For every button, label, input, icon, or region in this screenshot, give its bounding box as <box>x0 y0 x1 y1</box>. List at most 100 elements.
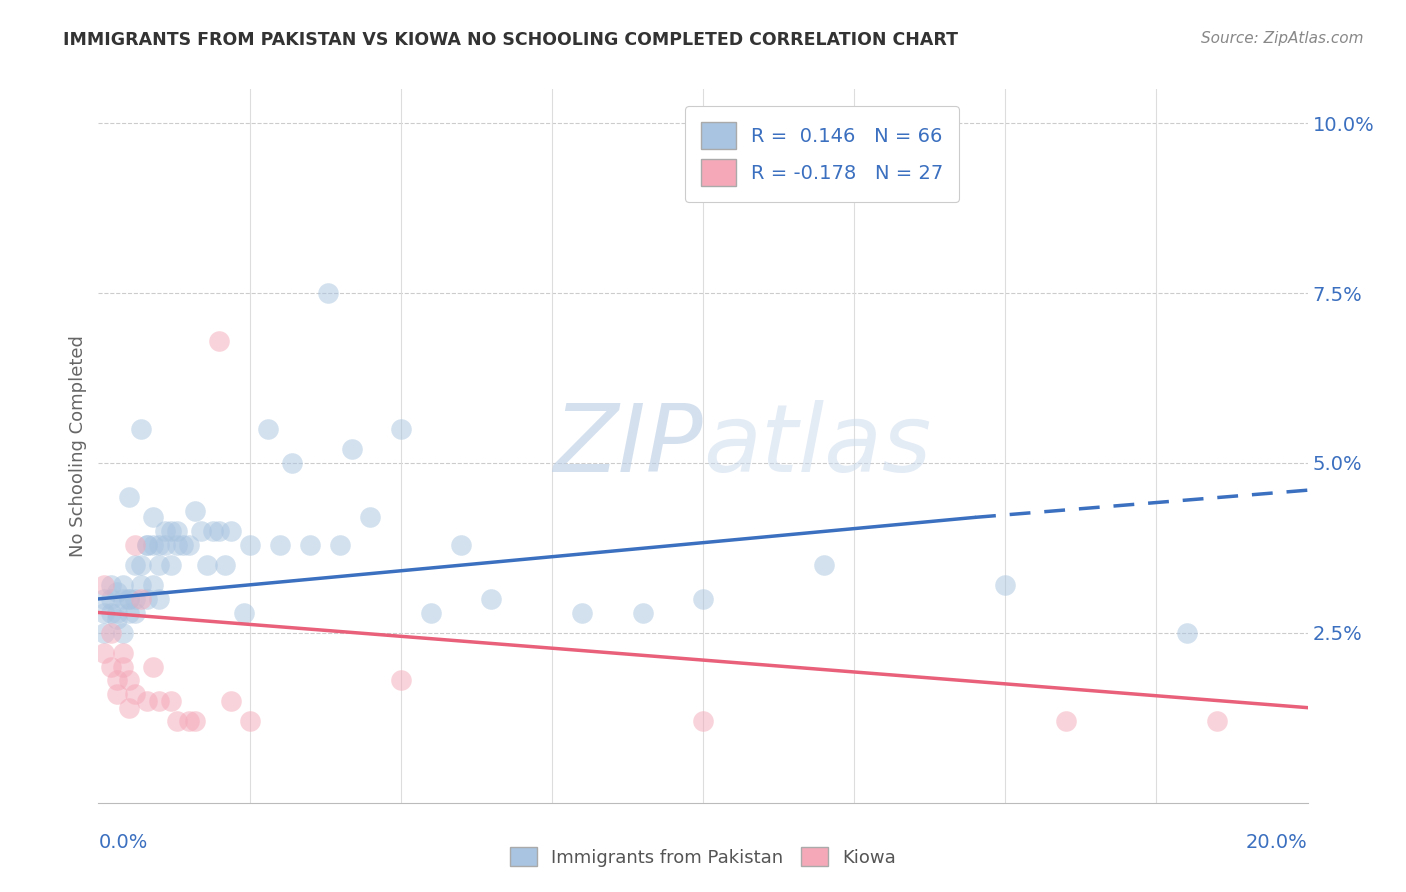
Point <box>111 646 134 660</box>
Point <box>1175 626 1198 640</box>
Text: Source: ZipAtlas.com: Source: ZipAtlas.com <box>1201 31 1364 46</box>
Text: ZIP: ZIP <box>554 401 703 491</box>
Point <box>571 606 593 620</box>
Point <box>692 714 714 729</box>
Point <box>93 626 115 640</box>
Point <box>1054 714 1077 729</box>
Point <box>148 537 170 551</box>
Point <box>184 503 207 517</box>
Point <box>124 606 146 620</box>
Point <box>124 537 146 551</box>
Legend: Immigrants from Pakistan, Kiowa: Immigrants from Pakistan, Kiowa <box>502 840 904 874</box>
Point <box>129 558 152 572</box>
Point <box>160 694 183 708</box>
Point <box>166 714 188 729</box>
Point <box>118 591 141 606</box>
Point <box>105 673 128 688</box>
Point <box>631 606 654 620</box>
Point <box>166 537 188 551</box>
Point <box>111 591 134 606</box>
Point <box>256 422 278 436</box>
Point <box>179 714 201 729</box>
Point <box>342 442 364 457</box>
Point <box>105 585 128 599</box>
Point <box>214 558 236 572</box>
Point <box>221 524 243 538</box>
Y-axis label: No Schooling Completed: No Schooling Completed <box>69 335 87 557</box>
Point <box>208 334 231 348</box>
Point <box>93 606 115 620</box>
Point <box>692 591 714 606</box>
Point <box>142 660 165 674</box>
Point <box>124 687 146 701</box>
Point <box>239 537 262 551</box>
Point <box>124 558 146 572</box>
Point <box>184 714 207 729</box>
Point <box>153 524 176 538</box>
Point <box>208 524 231 538</box>
Point <box>135 591 157 606</box>
Point <box>105 687 128 701</box>
Point <box>111 660 134 674</box>
Point <box>129 578 152 592</box>
Point <box>232 606 254 620</box>
Legend: R =  0.146   N = 66, R = -0.178   N = 27: R = 0.146 N = 66, R = -0.178 N = 27 <box>685 106 959 202</box>
Point <box>389 673 412 688</box>
Point <box>93 646 115 660</box>
Point <box>100 606 122 620</box>
Text: 20.0%: 20.0% <box>1246 833 1308 853</box>
Text: atlas: atlas <box>703 401 931 491</box>
Point <box>118 606 141 620</box>
Point <box>100 660 122 674</box>
Point <box>105 612 128 626</box>
Point <box>172 537 194 551</box>
Point <box>202 524 225 538</box>
Point <box>153 537 176 551</box>
Point <box>450 537 472 551</box>
Text: 0.0%: 0.0% <box>98 833 148 853</box>
Point <box>142 537 165 551</box>
Point <box>100 578 122 592</box>
Point <box>93 578 115 592</box>
Point <box>148 591 170 606</box>
Point <box>148 558 170 572</box>
Point <box>239 714 262 729</box>
Point <box>195 558 218 572</box>
Point <box>135 537 157 551</box>
Point <box>124 591 146 606</box>
Text: IMMIGRANTS FROM PAKISTAN VS KIOWA NO SCHOOLING COMPLETED CORRELATION CHART: IMMIGRANTS FROM PAKISTAN VS KIOWA NO SCH… <box>63 31 959 49</box>
Point <box>166 524 188 538</box>
Point <box>160 558 183 572</box>
Point <box>100 626 122 640</box>
Point <box>281 456 304 470</box>
Point <box>360 510 382 524</box>
Point <box>129 591 152 606</box>
Point <box>111 578 134 592</box>
Point <box>142 578 165 592</box>
Point <box>105 606 128 620</box>
Point <box>93 591 115 606</box>
Point <box>160 524 183 538</box>
Point <box>1206 714 1229 729</box>
Point <box>148 694 170 708</box>
Point <box>329 537 352 551</box>
Point <box>142 510 165 524</box>
Point <box>481 591 503 606</box>
Point <box>100 591 122 606</box>
Point <box>299 537 322 551</box>
Point <box>118 673 141 688</box>
Point <box>389 422 412 436</box>
Point <box>118 490 141 504</box>
Point <box>179 537 201 551</box>
Point <box>118 700 141 714</box>
Point <box>190 524 212 538</box>
Point <box>420 606 443 620</box>
Point <box>118 591 141 606</box>
Point <box>111 626 134 640</box>
Point <box>129 422 152 436</box>
Point <box>135 694 157 708</box>
Point <box>316 286 339 301</box>
Point <box>221 694 243 708</box>
Point <box>135 537 157 551</box>
Point <box>994 578 1017 592</box>
